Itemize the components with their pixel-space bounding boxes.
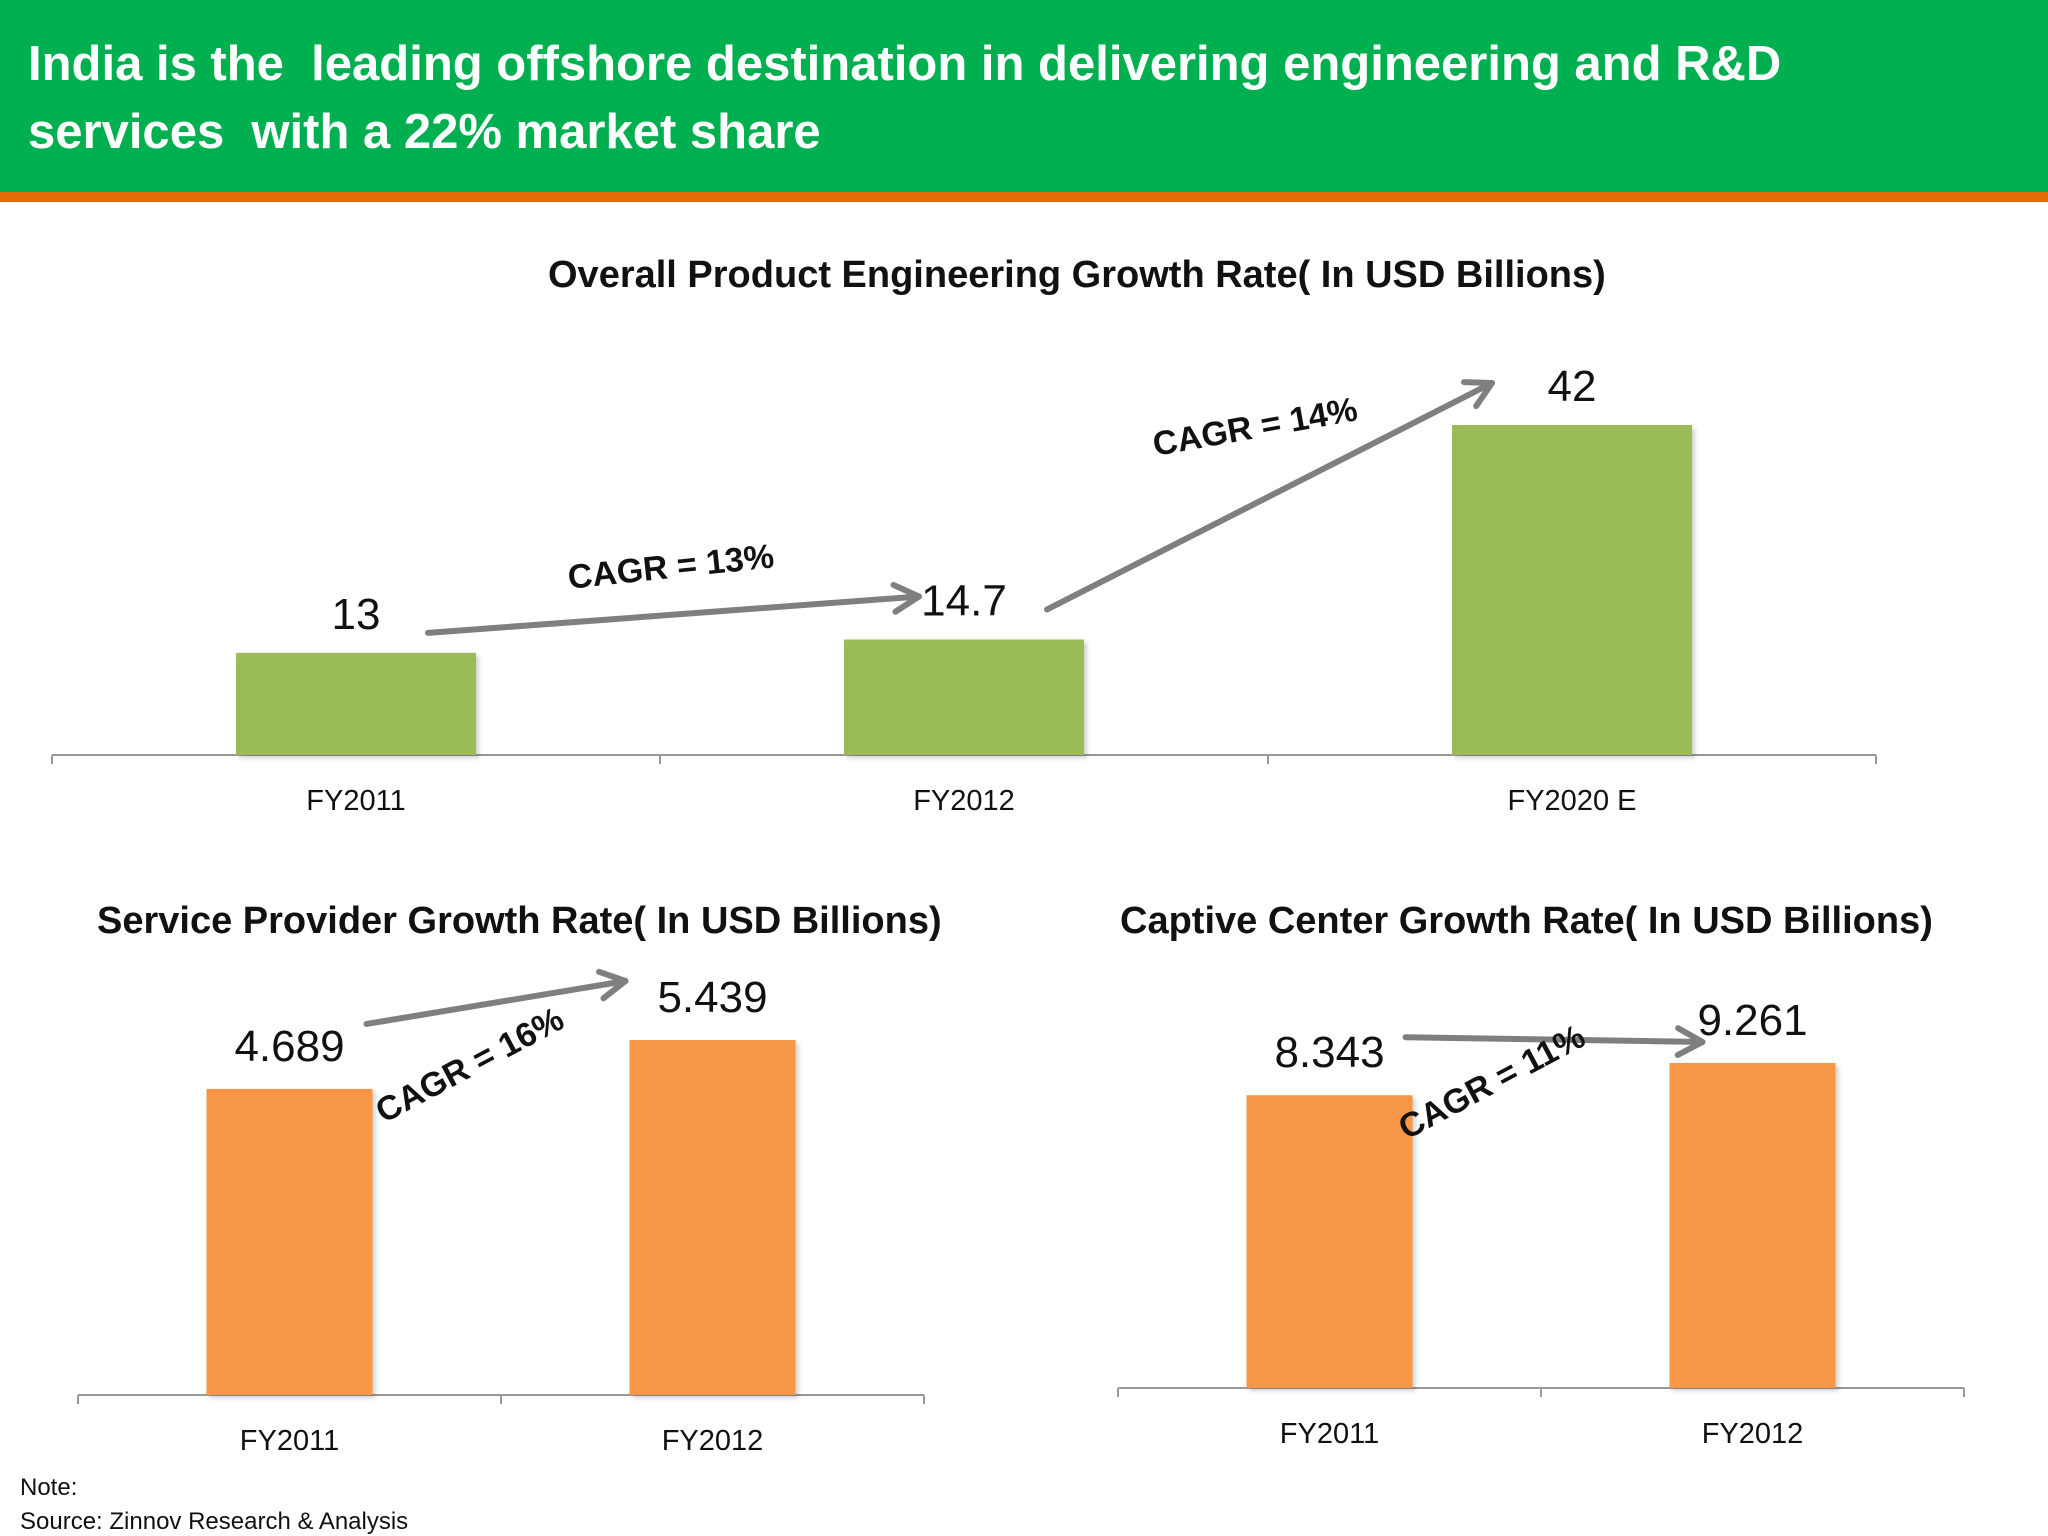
slide-title: India is the leading offshore destinatio… [28,37,1795,159]
bar-2-0 [1246,1095,1413,1388]
bar-0-2 [1452,425,1692,755]
value-label-2-0: 8.343 [1274,1028,1384,1077]
cagr-arrow-1-0 [363,968,629,1027]
bar-2-1 [1669,1063,1836,1388]
cagr-arrow-1-0-head [596,968,629,1002]
value-label-1-0: 4.689 [234,1022,344,1071]
category-label-0-0: FY2011 [306,785,405,817]
source-label: Source: Zinnov Research & Analysis [20,1508,409,1535]
category-label-2-0: FY2011 [1280,1418,1379,1450]
bar-0-1 [844,639,1084,755]
category-label-1-1: FY2012 [662,1425,764,1457]
cagr-arrow-1-0-shaft [363,978,629,1027]
category-label-1-0: FY2011 [240,1425,339,1457]
bar-1-1 [629,1040,796,1395]
cagr-label-0-0: CAGR = 13% [566,537,776,596]
value-label-0-1: 14.7 [921,577,1007,626]
cagr-arrow-0-1-head [1461,379,1495,410]
cagr-arrow-2-0-head [1674,1025,1706,1059]
category-label-2-1: FY2012 [1702,1418,1804,1450]
cagr-arrow-2-0-shaft [1402,1034,1706,1045]
cagr-arrow-0-0 [425,581,922,636]
chart-title-service-provider: Service Provider Growth Rate( In USD Bil… [97,900,942,942]
value-label-1-1: 5.439 [657,973,767,1022]
cagr-label-0-1: CAGR = 14% [1150,390,1360,463]
bar-1-0 [206,1088,373,1395]
value-label-0-0: 13 [332,590,381,639]
cagr-arrow-2-0 [1402,1025,1706,1059]
chart-title-captive-center: Captive Center Growth Rate( In USD Billi… [1120,900,1933,942]
chart-title-overall: Overall Product Engineering Growth Rate(… [548,254,1606,296]
bar-0-0 [236,652,476,755]
cagr-arrow-0-1-shaft [1044,380,1495,613]
category-label-0-2: FY2020 E [1508,785,1637,817]
slide-header: India is the leading offshore destinatio… [0,0,2048,202]
value-label-2-1: 9.261 [1697,996,1807,1045]
cagr-arrow-0-1 [1044,379,1495,613]
cagr-arrow-0-0-head [890,581,922,615]
cagr-arrow-0-0-shaft [425,593,922,636]
note-label: Note: [20,1474,78,1501]
category-label-0-1: FY2012 [913,785,1015,817]
value-label-0-2: 42 [1548,362,1597,411]
